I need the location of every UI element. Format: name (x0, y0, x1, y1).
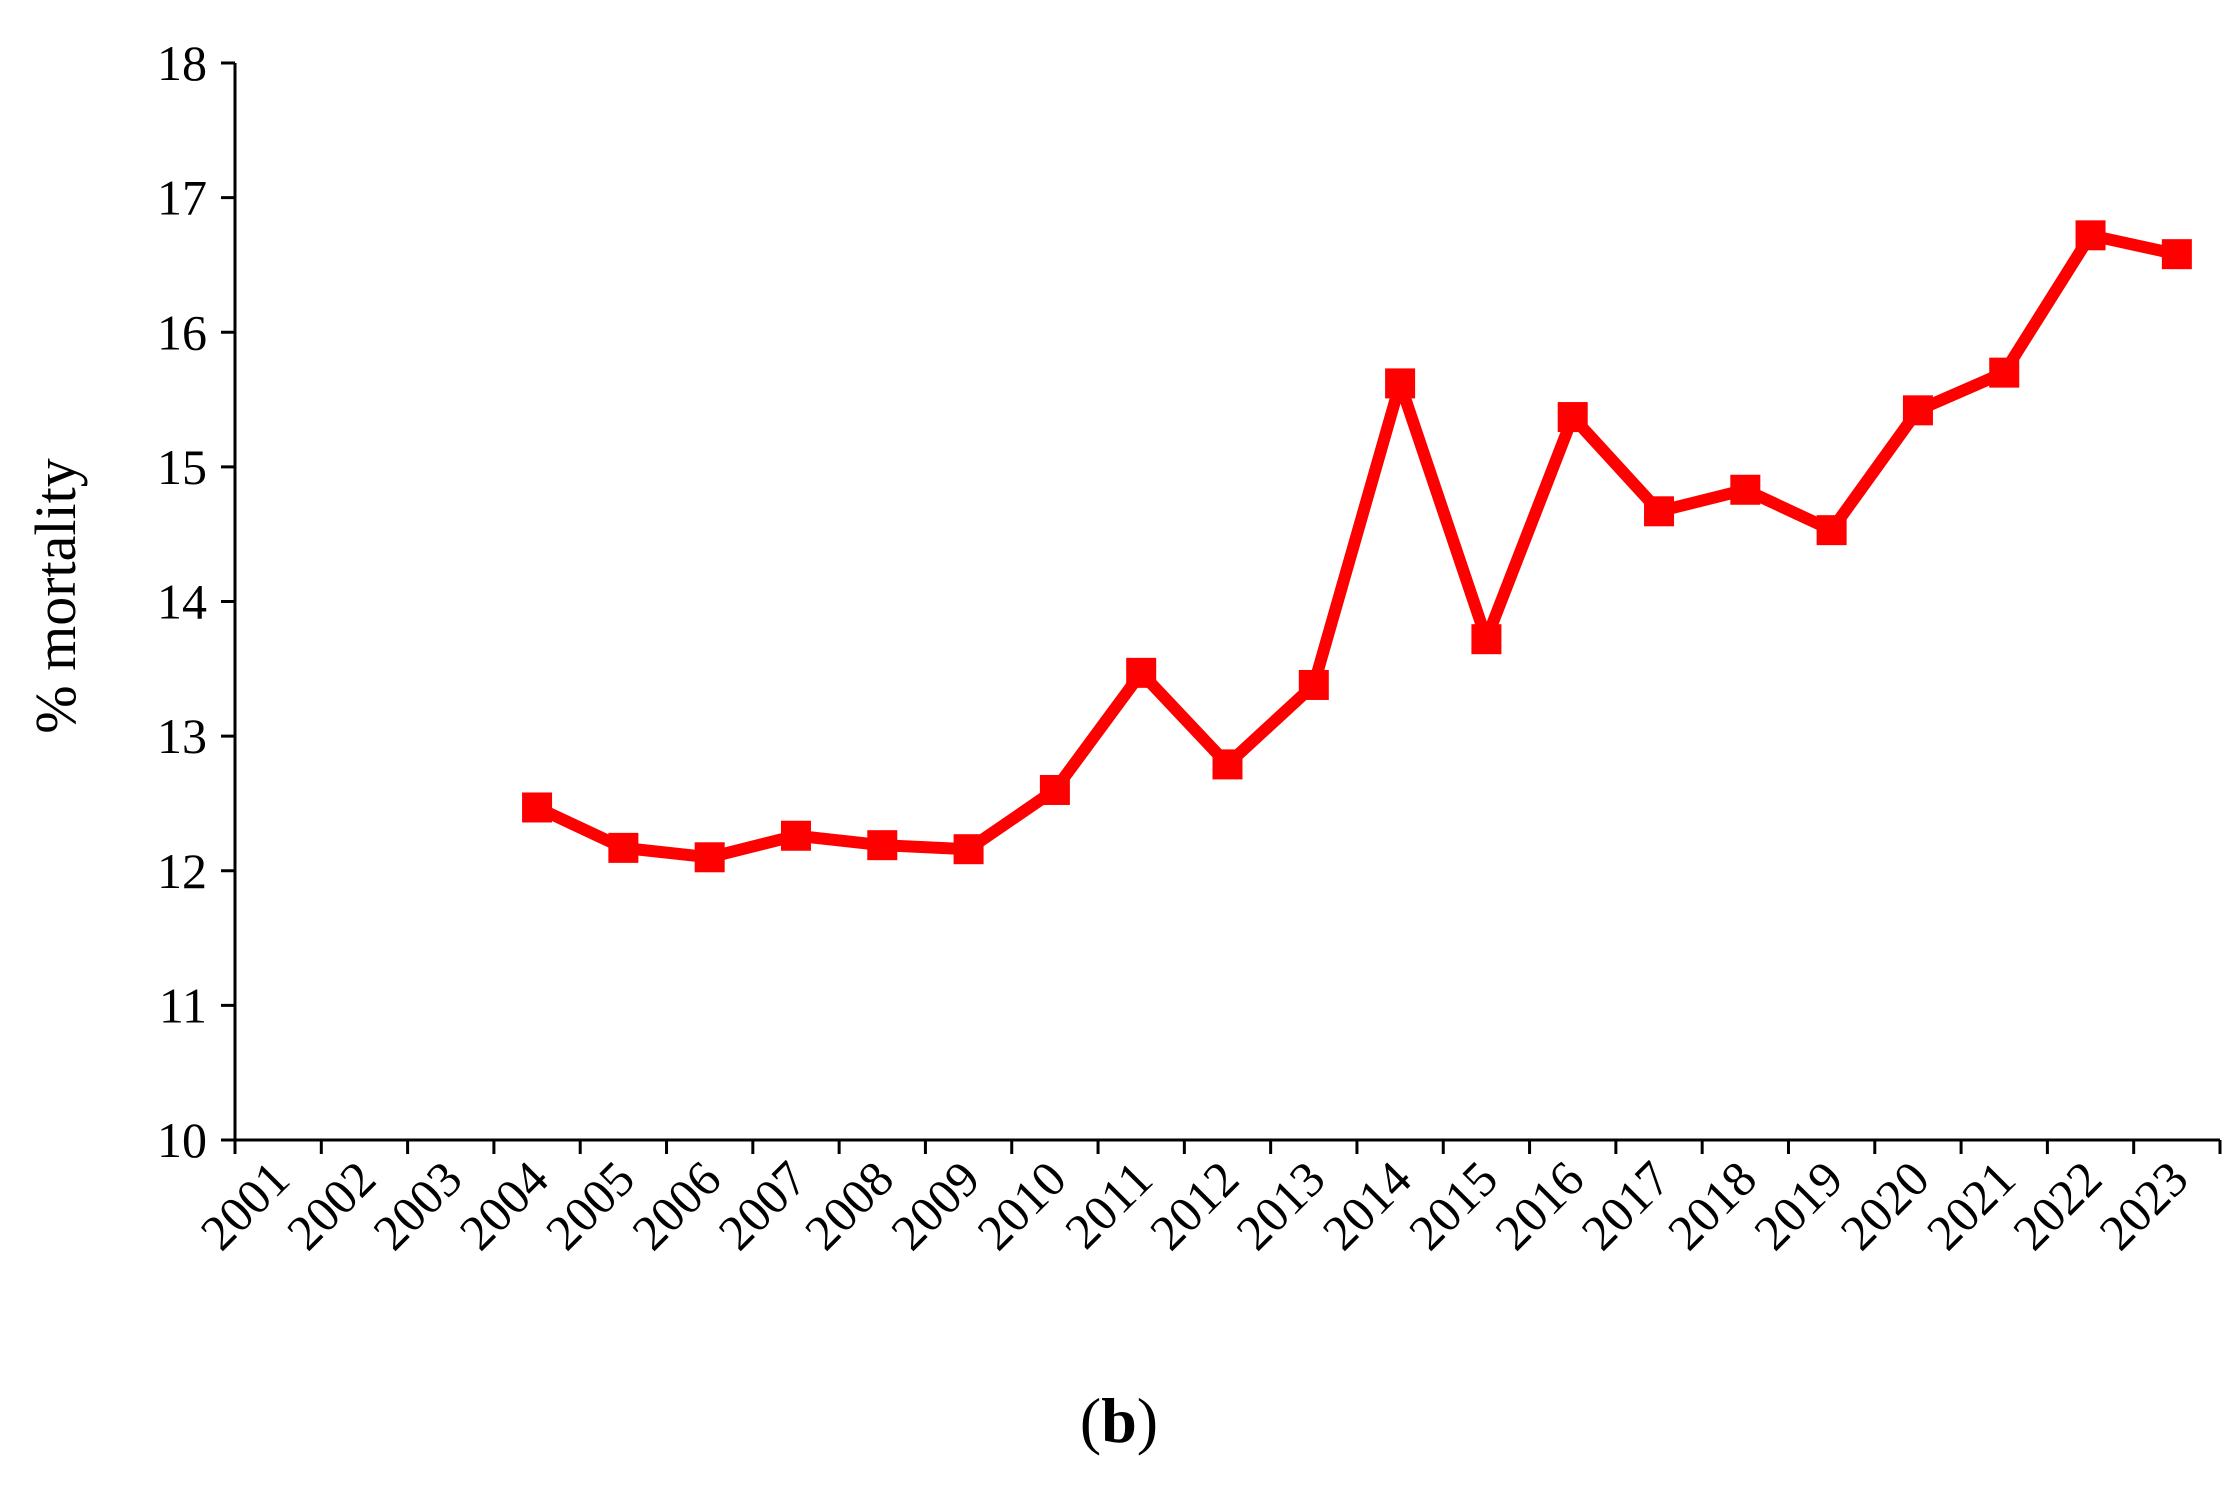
y-tick-label: 17 (157, 170, 207, 226)
data-point-marker (1557, 402, 1588, 433)
x-tick-label: 2006 (621, 1150, 731, 1260)
data-point-marker (780, 820, 811, 851)
x-tick-label: 2005 (535, 1150, 645, 1260)
x-tick-label: 2012 (1139, 1150, 1249, 1260)
panel-label: (b) (1080, 1385, 1158, 1456)
data-point-marker (1212, 749, 1243, 780)
series-line (531, 229, 2183, 864)
data-point-marker (1730, 474, 1761, 505)
data-point-marker (1471, 624, 1502, 655)
x-tick-label: 2015 (1398, 1150, 1508, 1260)
x-tick-label: 2003 (362, 1150, 472, 1260)
x-tick-label: 2020 (1829, 1150, 1939, 1260)
x-tick-label: 2010 (966, 1150, 1076, 1260)
y-axis: 10 11 12 13 14 15 16 17 18 (157, 35, 237, 1168)
x-tick-label: 2009 (880, 1150, 990, 1260)
x-tick-label: 2016 (1484, 1150, 1594, 1260)
data-point-marker (1385, 368, 1416, 399)
x-tick-label: 2021 (1916, 1150, 2026, 1260)
data-point-marker (1644, 496, 1675, 527)
x-tick-label: 2019 (1743, 1150, 1853, 1260)
data-point-marker (2075, 220, 2106, 251)
x-tick-label: 2017 (1570, 1150, 1680, 1260)
y-axis-title: % mortality (23, 458, 88, 733)
data-point-marker (1039, 774, 1070, 805)
x-tick-label: 2004 (449, 1150, 559, 1260)
x-tick-label: 2013 (1225, 1150, 1335, 1260)
x-tick-label: 2014 (1312, 1150, 1422, 1260)
y-tick-label: 14 (157, 574, 207, 630)
x-tick-label: 2022 (2002, 1150, 2112, 1260)
y-tick-label: 15 (157, 439, 207, 495)
data-point-marker (694, 842, 725, 873)
y-tick-label: 13 (157, 708, 207, 764)
data-point-marker (1989, 357, 2020, 388)
data-point-marker (1298, 669, 1329, 700)
x-tick-label: 2002 (276, 1150, 386, 1260)
x-axis: 2001200220032004200520062007200820092010… (190, 1138, 2222, 1260)
data-point-marker (522, 792, 553, 823)
x-tick-label: 2018 (1657, 1150, 1767, 1260)
data-point-marker (867, 830, 898, 861)
x-tick-label: 2023 (2088, 1150, 2198, 1260)
data-point-marker (1126, 657, 1157, 688)
x-tick-label: 2011 (1054, 1150, 1163, 1259)
data-point-marker (608, 832, 639, 863)
data-point-marker (1902, 395, 1933, 426)
data-point-marker (1816, 515, 1847, 546)
y-tick-label: 12 (157, 843, 207, 899)
series-layer (522, 220, 2192, 873)
y-tick-label: 11 (159, 977, 207, 1033)
y-tick-label: 10 (157, 1112, 207, 1168)
x-tick-label: 2007 (707, 1150, 817, 1260)
data-point-marker (2161, 239, 2192, 270)
x-tick-label: 2008 (794, 1150, 904, 1260)
data-point-marker (953, 834, 984, 865)
y-tick-label: 18 (157, 35, 207, 91)
y-tick-label: 16 (157, 304, 207, 360)
